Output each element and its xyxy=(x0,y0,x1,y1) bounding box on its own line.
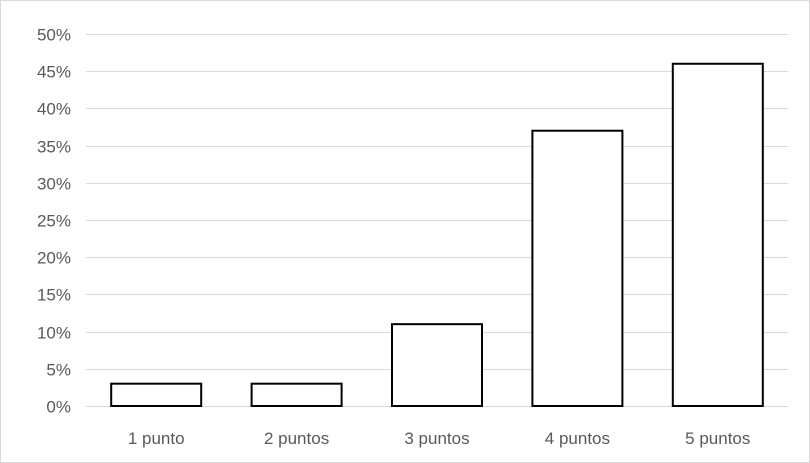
bar xyxy=(531,129,624,407)
y-tick-label: 40% xyxy=(37,100,71,119)
y-tick-label: 30% xyxy=(37,175,71,194)
y-tick-label: 25% xyxy=(37,212,71,231)
y-tick-label: 50% xyxy=(37,26,71,45)
y-tick-label: 10% xyxy=(37,324,71,343)
y-tick-label: 45% xyxy=(37,63,71,82)
y-tick-label: 15% xyxy=(37,286,71,305)
y-tick-label: 20% xyxy=(37,249,71,268)
y-tick-label: 0% xyxy=(46,398,71,417)
y-tick-label: 5% xyxy=(46,361,71,380)
bar xyxy=(391,323,483,407)
x-category-label: 3 puntos xyxy=(404,429,469,448)
y-tick-label: 35% xyxy=(37,138,71,157)
bar xyxy=(110,382,203,407)
bar xyxy=(671,62,764,407)
x-category-label: 2 puntos xyxy=(264,429,329,448)
x-category-label: 1 punto xyxy=(128,429,185,448)
x-category-label: 5 puntos xyxy=(685,429,750,448)
x-category-label: 4 puntos xyxy=(545,429,610,448)
bar xyxy=(250,382,343,407)
